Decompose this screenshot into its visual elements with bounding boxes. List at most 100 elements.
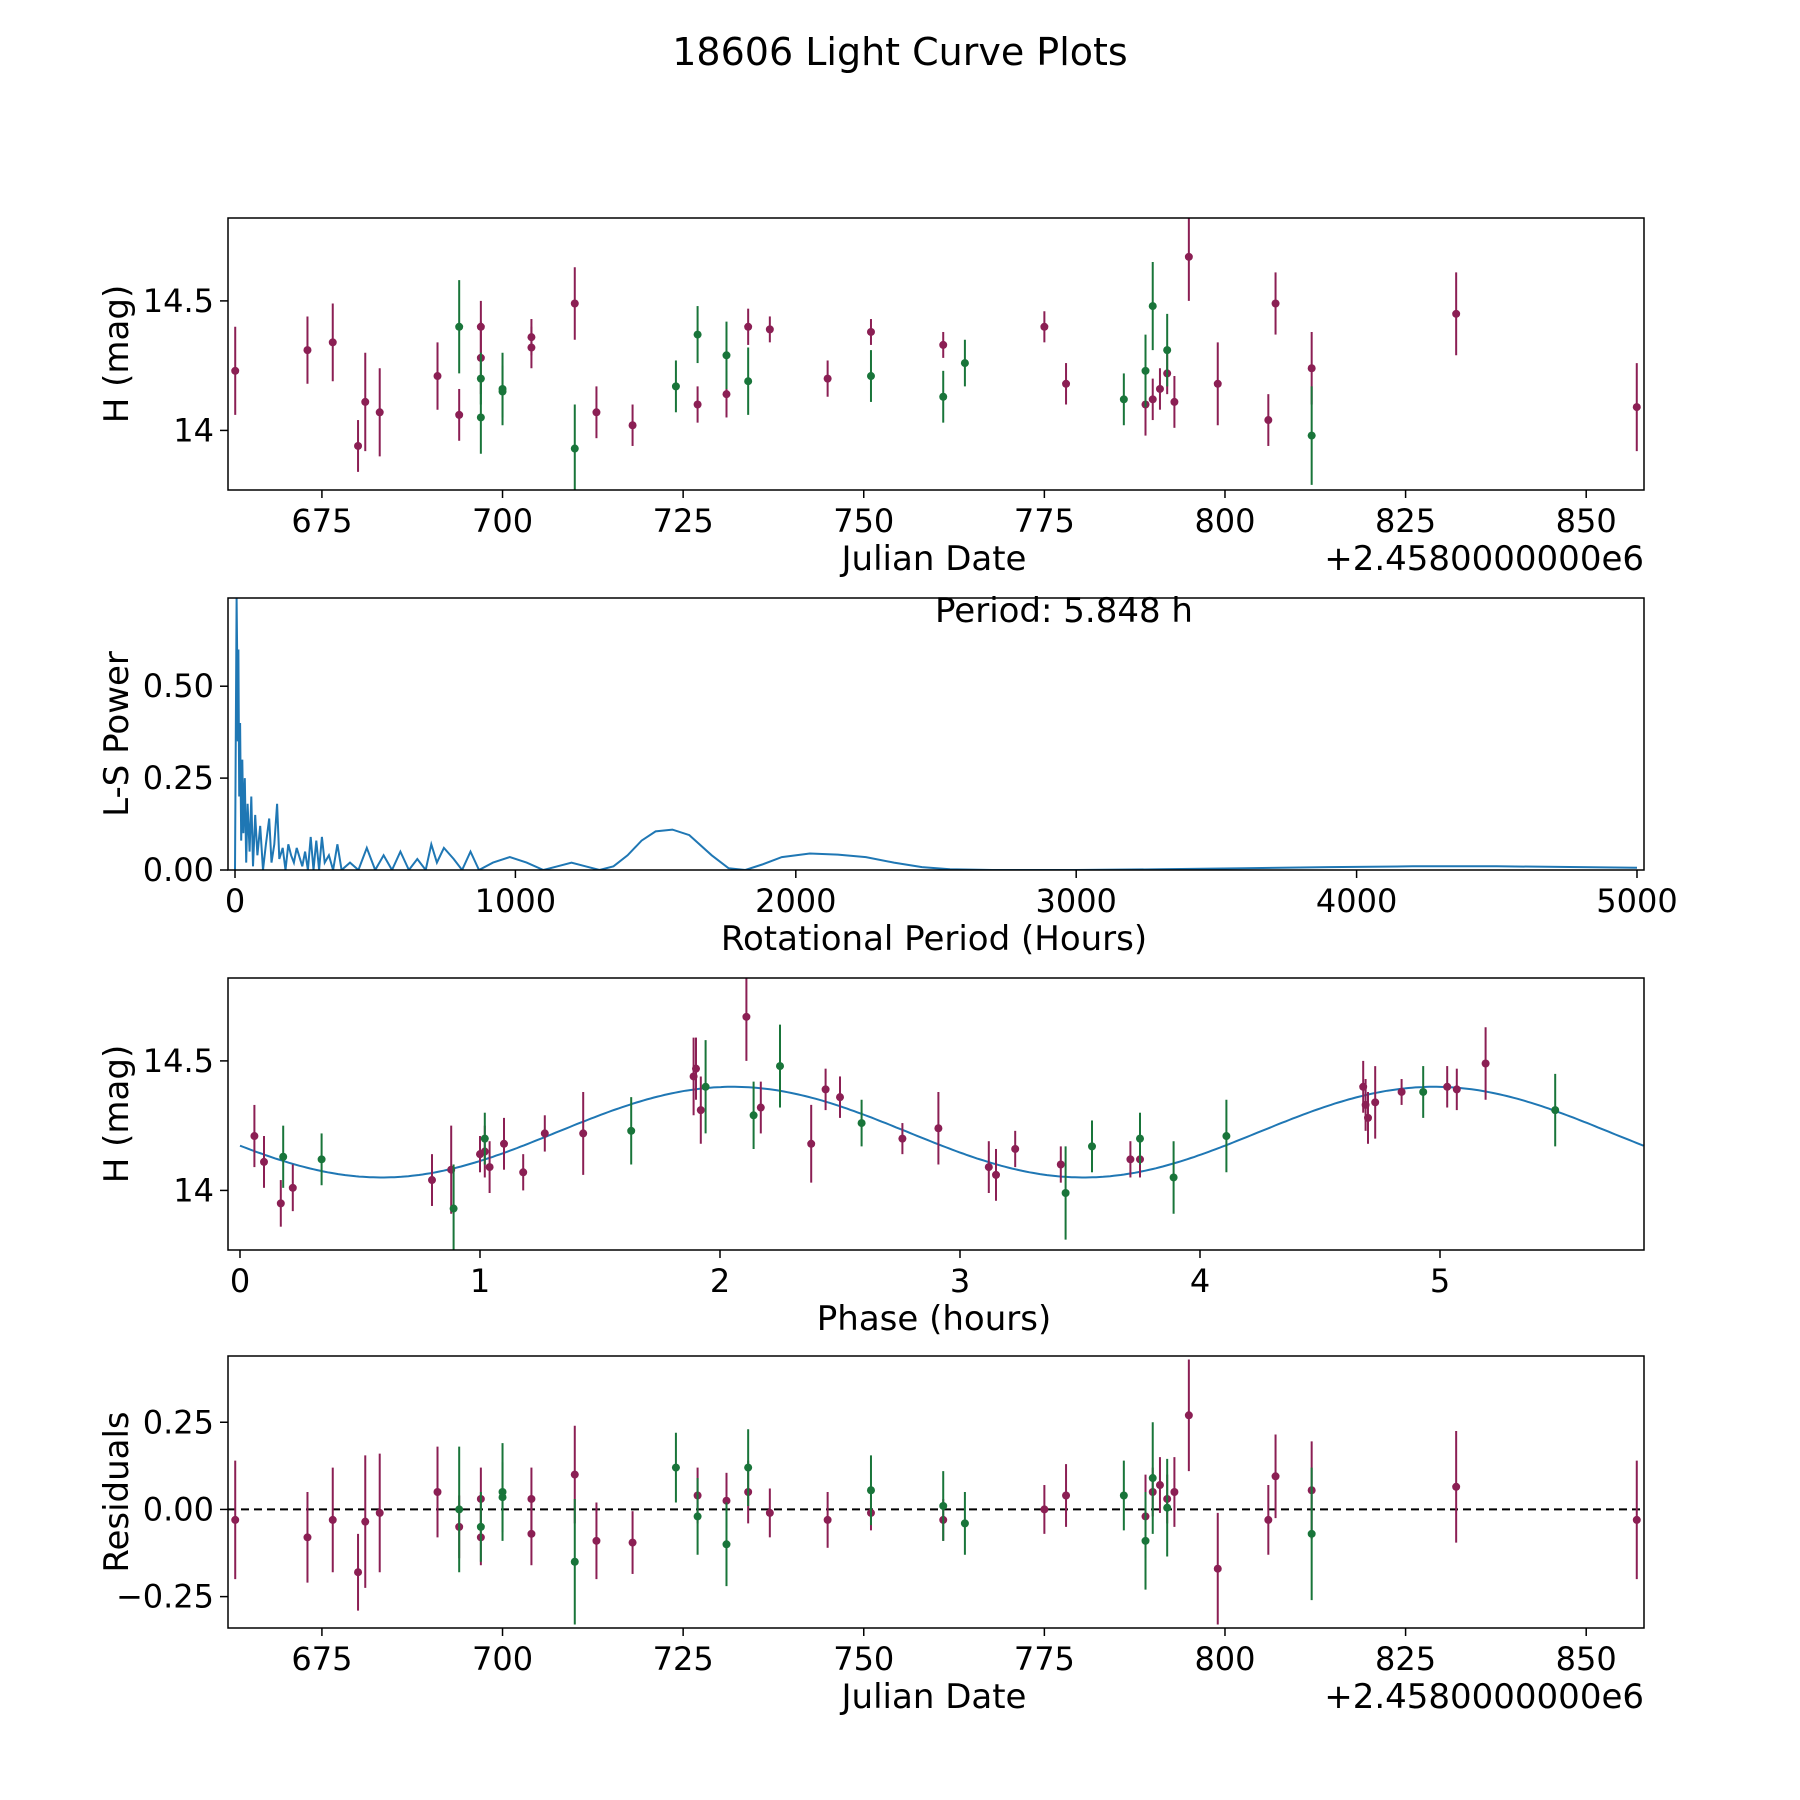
data-point — [1632, 403, 1641, 412]
x-tick-label: 725 — [653, 1640, 714, 1678]
data-point — [1452, 309, 1461, 318]
data-point — [449, 1204, 458, 1213]
data-point — [1040, 322, 1049, 331]
y-axis-label: H (mag) — [97, 285, 137, 423]
data-point — [1397, 1087, 1406, 1096]
periodogram-line — [234, 598, 1638, 870]
data-point — [1155, 384, 1164, 393]
data-point — [1307, 1529, 1316, 1538]
y-tick-label: 0.00 — [143, 1490, 214, 1528]
data-point — [1551, 1106, 1560, 1115]
x-axis-label: Julian Date — [840, 539, 1027, 579]
data-point — [1184, 252, 1193, 261]
data-point — [500, 1139, 508, 1148]
data-point — [1163, 1503, 1172, 1512]
x-tick-label: 2000 — [755, 882, 836, 920]
data-point — [1136, 1134, 1144, 1143]
y-axis-label: Residuals — [97, 1411, 137, 1572]
phased-plot-area — [239, 978, 1644, 1250]
y-tick-label: 0.00 — [143, 851, 214, 889]
data-point — [1148, 302, 1157, 311]
data-point — [570, 444, 579, 453]
x-tick-label: 1000 — [475, 882, 556, 920]
data-point — [579, 1129, 588, 1138]
data-point — [1155, 1481, 1164, 1490]
x-tick-label: 725 — [653, 502, 714, 540]
data-point — [1452, 1085, 1461, 1094]
data-point — [628, 421, 637, 430]
data-point — [939, 1501, 948, 1510]
data-point — [1061, 1189, 1070, 1198]
x-tick-label: 4000 — [1316, 882, 1397, 920]
period-annotation: Period: 5.848 h — [935, 591, 1193, 631]
lightcurve-plot-area — [231, 218, 1641, 490]
x-tick-label: 675 — [291, 1640, 352, 1678]
figure-title: 18606 Light Curve Plots — [672, 30, 1127, 74]
data-point — [1307, 364, 1316, 373]
x-tick-label: 750 — [833, 1640, 894, 1678]
data-point — [1148, 1474, 1157, 1483]
data-point — [898, 1134, 907, 1143]
model-fit-line — [239, 1085, 1644, 1179]
data-point — [1062, 379, 1071, 388]
data-point — [836, 1093, 844, 1102]
data-point — [485, 1163, 494, 1172]
data-point — [1264, 1515, 1273, 1524]
data-point — [857, 1119, 866, 1128]
x-tick-label: 850 — [1556, 1640, 1617, 1678]
data-point — [303, 346, 312, 355]
series-red — [231, 218, 1641, 472]
panel-phased: 0 1 2 3 4 5 14 14.5 Phase (hours) H (mag) — [97, 977, 1645, 1339]
residuals-plot-area — [228, 1359, 1644, 1625]
data-point — [1119, 1491, 1128, 1500]
series-green — [455, 1422, 1316, 1625]
data-point — [776, 1062, 784, 1071]
data-point — [1371, 1098, 1380, 1107]
data-point — [433, 1488, 442, 1496]
x-tick-label: 5 — [1430, 1262, 1450, 1300]
x-tick-label: 775 — [1014, 1640, 1075, 1678]
data-point — [866, 327, 875, 336]
data-point — [744, 322, 753, 331]
data-point — [354, 441, 363, 450]
data-point — [823, 374, 832, 383]
data-point — [592, 1536, 601, 1545]
data-point — [498, 1493, 507, 1502]
data-point — [807, 1139, 816, 1148]
data-point — [375, 1508, 384, 1517]
data-point — [1056, 1160, 1065, 1169]
data-point — [1141, 1536, 1150, 1545]
x-tick-label: 825 — [1375, 1640, 1436, 1678]
y-tick-label: −0.25 — [116, 1578, 214, 1616]
data-point — [279, 1152, 288, 1161]
data-point — [1213, 379, 1222, 388]
data-point — [361, 397, 370, 406]
x-tick-label: 700 — [472, 1640, 533, 1678]
data-point — [1011, 1144, 1020, 1153]
x-axis-label: Phase (hours) — [817, 1299, 1051, 1339]
data-point — [260, 1157, 268, 1166]
data-point — [1481, 1059, 1490, 1068]
phased-frame — [227, 977, 1645, 1251]
data-point — [722, 351, 731, 360]
data-point — [1170, 1488, 1179, 1496]
panel-lightcurve: 675 700 725 750 775 800 825 850 14 14.5 Julian Dat… — [97, 217, 1645, 579]
data-point — [1119, 395, 1128, 404]
data-point — [1271, 299, 1280, 308]
series-green — [455, 262, 1316, 490]
x-offset-label: +2.4580000000e6 — [1324, 1677, 1644, 1717]
data-point — [693, 1512, 702, 1521]
x-offset-label: +2.4580000000e6 — [1324, 539, 1644, 579]
data-point — [1364, 1113, 1372, 1122]
data-point — [765, 325, 774, 334]
data-point — [1307, 431, 1316, 440]
data-point — [570, 1557, 579, 1566]
data-point — [1632, 1515, 1641, 1524]
data-point — [1148, 395, 1157, 404]
x-axis-label: Rotational Period (Hours) — [721, 919, 1147, 959]
data-point — [744, 377, 753, 386]
data-point — [1452, 1482, 1461, 1491]
data-point — [361, 1517, 370, 1526]
